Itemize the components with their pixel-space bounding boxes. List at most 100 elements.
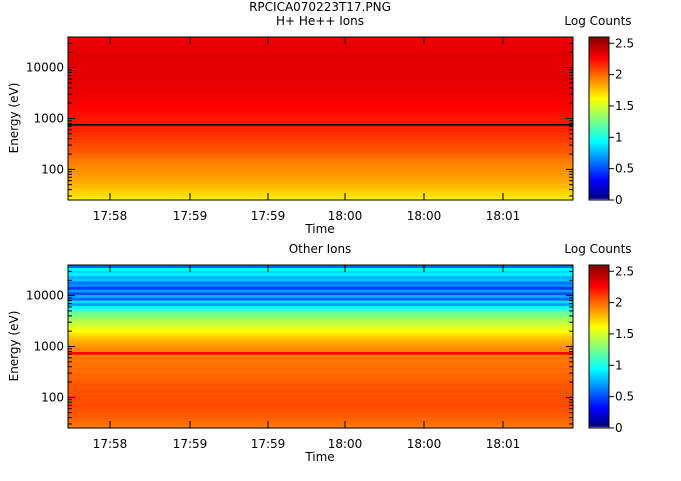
energy-band <box>68 294 573 298</box>
energy-band <box>68 188 573 192</box>
x-tick-label: 17:59 <box>251 437 286 451</box>
energy-band <box>68 101 573 106</box>
panel-title: H+ He++ Ions <box>276 14 364 28</box>
energy-band <box>68 280 573 285</box>
energy-band <box>68 196 573 201</box>
x-tick-label: 17:58 <box>93 437 128 451</box>
colorbar: Log Counts 0 0.5 1 1.5 2 2.5 <box>564 242 634 435</box>
energy-band <box>68 155 573 160</box>
energy-band <box>68 424 573 429</box>
energy-band <box>68 308 573 312</box>
energy-band <box>68 345 573 350</box>
energy-band <box>68 145 573 149</box>
energy-band <box>68 47 573 51</box>
x-tick-label: 18:01 <box>486 437 521 451</box>
energy-band <box>68 66 573 70</box>
energy-band <box>68 50 573 54</box>
y-tick-label: 100 <box>41 390 64 404</box>
panel-other-ions: Other Ions 100 1000 10000 17:58 17:59 17:59 1… <box>7 242 634 464</box>
energy-band <box>68 378 573 382</box>
energy-band <box>68 272 573 277</box>
colorbar-gradient <box>588 36 610 201</box>
x-tick-label: 18:00 <box>328 209 363 223</box>
y-tick-label: 10000 <box>26 61 64 75</box>
energy-band <box>68 42 573 46</box>
energy-band <box>68 80 573 84</box>
energy-band <box>68 389 573 393</box>
energy-band <box>68 37 573 41</box>
colorbar-tick-label: 2.5 <box>615 264 634 278</box>
energy-band <box>68 321 573 325</box>
energy-band <box>68 375 573 380</box>
energy-band <box>68 405 573 409</box>
energy-band <box>68 421 573 425</box>
energy-band <box>68 335 573 339</box>
energy-band <box>68 370 573 374</box>
energy-band <box>68 329 573 334</box>
colorbar-gradient <box>588 264 610 429</box>
colorbar-tick-label: 1 <box>615 358 623 372</box>
energy-band <box>68 52 573 57</box>
colorbar-tick-label: 2 <box>615 296 623 310</box>
energy-band <box>68 169 573 173</box>
x-tick-label: 17:58 <box>93 209 128 223</box>
energy-band <box>68 161 573 165</box>
energy-band <box>68 302 573 306</box>
energy-band <box>68 418 573 422</box>
energy-band <box>68 39 573 43</box>
energy-band <box>68 190 573 194</box>
energy-band <box>68 109 573 114</box>
energy-band <box>68 71 573 76</box>
colorbar-tick-label: 1.5 <box>615 99 634 113</box>
colorbar-tick-label: 0 <box>615 193 623 207</box>
energy-band <box>68 402 573 407</box>
energy-band <box>68 117 573 122</box>
energy-band <box>68 354 573 358</box>
energy-band <box>68 356 573 361</box>
energy-band <box>68 410 573 415</box>
energy-band <box>68 367 573 371</box>
energy-band <box>68 362 573 366</box>
energy-band <box>68 291 573 296</box>
x-tick-label: 17:59 <box>251 209 286 223</box>
energy-band <box>68 327 573 331</box>
energy-band <box>68 193 573 197</box>
x-tick-label: 18:00 <box>407 209 442 223</box>
energy-band <box>68 310 573 315</box>
energy-band <box>68 386 573 390</box>
energy-band <box>68 286 573 290</box>
energy-band <box>68 394 573 399</box>
x-tick-label: 18:00 <box>407 437 442 451</box>
energy-band <box>68 397 573 401</box>
colorbar-ticks: 0 0.5 1 1.5 2 2.5 <box>609 36 634 207</box>
energy-band <box>68 96 573 100</box>
energy-band <box>68 316 573 320</box>
colorbar: Log Counts 0 0.5 1 1.5 2 2.5 <box>564 14 634 207</box>
y-tick-label: 10000 <box>26 289 64 303</box>
colorbar-tick-label: 0 <box>615 421 623 435</box>
energy-band <box>68 58 573 62</box>
energy-band <box>68 343 573 347</box>
energy-band <box>68 131 573 135</box>
energy-band <box>68 400 573 404</box>
colorbar-tick-label: 0.5 <box>615 162 634 176</box>
x-tick-label: 17:59 <box>173 437 208 451</box>
panel-title: Other Ions <box>289 242 352 256</box>
energy-band <box>68 348 573 352</box>
energy-band <box>68 147 573 152</box>
energy-band <box>68 408 573 412</box>
energy-band <box>68 324 573 328</box>
energy-band <box>68 134 573 138</box>
energy-band <box>68 289 573 293</box>
energy-band <box>68 128 573 133</box>
energy-band <box>68 270 573 274</box>
energy-band <box>68 283 573 287</box>
figure-title: RPCICA070223T17.PNG <box>249 0 391 14</box>
energy-band <box>68 275 573 279</box>
energy-band <box>68 142 573 146</box>
x-tick-label: 18:01 <box>486 209 521 223</box>
energy-band <box>68 99 573 103</box>
y-tick-label: 1000 <box>33 340 64 354</box>
energy-band <box>68 174 573 179</box>
